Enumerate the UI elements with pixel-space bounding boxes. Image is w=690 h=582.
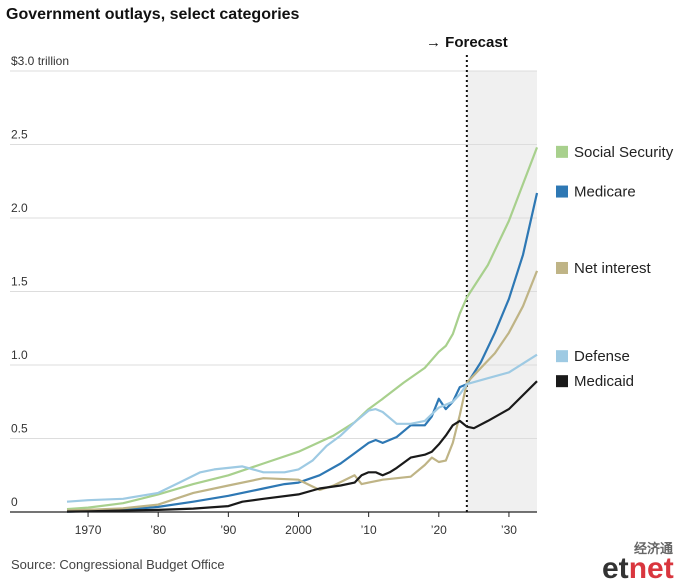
legend-label: Net interest <box>574 260 652 277</box>
legend-label: Medicaid <box>574 373 634 390</box>
legend-item-medicaid: Medicaid <box>556 373 634 390</box>
x-tick-label: ’90 <box>220 523 236 537</box>
y-tick-label: 1.5 <box>11 275 28 289</box>
legend-item-social-security: Social Security <box>556 144 674 161</box>
source-note: Source: Congressional Budget Office <box>11 557 225 572</box>
x-tick-label: ’30 <box>501 523 517 537</box>
series-line-net-interest <box>66 270 539 512</box>
series-line-defense <box>66 353 538 503</box>
y-axis-ticks: 0 0.5 1.0 1.5 2.0 2.5 $3.0 trillion <box>11 54 69 509</box>
legend-swatch <box>556 145 568 158</box>
forecast-label: → Forecast <box>426 34 508 51</box>
gridlines <box>10 70 537 439</box>
y-tick-label: $3.0 trillion <box>11 54 69 68</box>
legend-label: Social Security <box>574 144 674 161</box>
y-tick-label: 0.5 <box>11 422 28 436</box>
x-tick-label: 2000 <box>285 523 312 537</box>
x-tick-label: ’80 <box>150 523 166 537</box>
watermark-logo-net: net <box>629 552 674 582</box>
x-axis-ticks: 1970 ’80 ’90 2000 ’10 ’20 ’30 <box>75 512 517 537</box>
y-tick-label: 1.0 <box>11 348 28 362</box>
y-tick-label: 2.5 <box>11 128 28 142</box>
legend: Social Security Medicare Net interest Defen… <box>556 144 674 390</box>
legend-label: Medicare <box>574 184 636 201</box>
series-lines <box>66 147 539 513</box>
legend-swatch <box>556 185 568 198</box>
legend-item-medicare: Medicare <box>556 184 636 201</box>
legend-label: Defense <box>574 348 630 365</box>
chart-title: Government outlays, select categories <box>6 6 300 23</box>
legend-swatch <box>556 375 568 388</box>
y-tick-label: 2.0 <box>11 201 28 215</box>
legend-item-net-interest: Net interest <box>556 260 652 277</box>
x-tick-label: ’10 <box>361 523 377 537</box>
y-tick-label: 0 <box>11 495 18 509</box>
etnet-watermark: 经济通 etnet <box>602 541 674 582</box>
watermark-chinese-text: 经济通 <box>634 541 673 557</box>
x-tick-label: 1970 <box>75 523 102 537</box>
legend-swatch <box>556 350 568 363</box>
series-line-social-security <box>66 147 539 511</box>
watermark-logo-et: et <box>602 552 629 582</box>
series-line-medicaid <box>66 380 538 513</box>
legend-item-defense: Defense <box>556 348 630 365</box>
legend-swatch <box>556 261 568 274</box>
x-tick-label: ’20 <box>431 523 447 537</box>
watermark-logo: etnet <box>602 552 674 582</box>
